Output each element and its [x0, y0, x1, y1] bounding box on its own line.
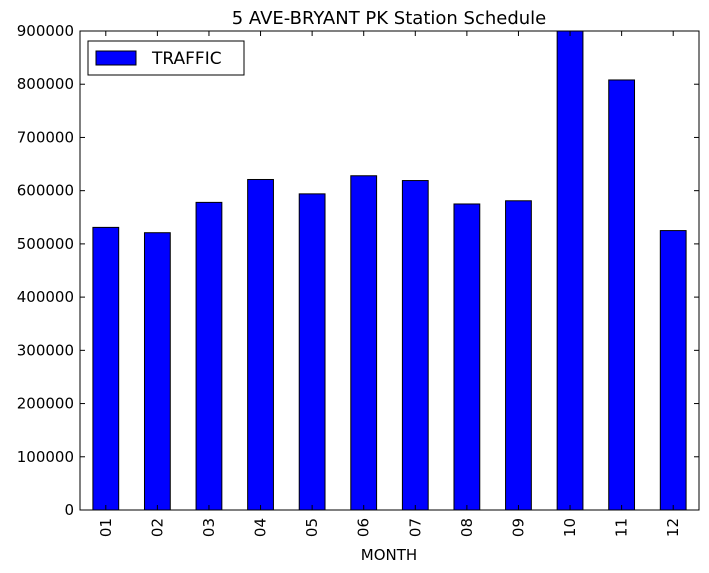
bar-04 — [247, 178, 274, 511]
legend: TRAFFIC — [87, 40, 245, 76]
x-axis: 01 02 03 04 05 06 07 08 09 10 11 12 — [97, 31, 682, 537]
x-tick-label: 09 — [509, 518, 527, 537]
bar-03 — [195, 201, 223, 511]
y-tick-label: 900000 — [17, 22, 74, 40]
y-tick-label: 800000 — [17, 75, 74, 93]
legend-label-traffic: TRAFFIC — [151, 49, 222, 69]
bar-08 — [453, 203, 481, 511]
y-tick-label: 0 — [64, 501, 74, 519]
bar-05 — [298, 193, 326, 511]
y-tick-label: 200000 — [17, 395, 74, 413]
x-tick-label: 11 — [613, 518, 631, 537]
y-tick-label: 700000 — [17, 128, 74, 146]
x-tick-label: 06 — [355, 518, 373, 537]
bar-07 — [401, 180, 429, 511]
y-tick-label: 500000 — [17, 235, 74, 253]
x-axis-label: MONTH — [361, 546, 417, 564]
legend-swatch — [95, 50, 137, 66]
bar-09 — [505, 200, 532, 511]
x-tick-label: 12 — [664, 518, 682, 537]
y-tick-label: 400000 — [17, 288, 74, 306]
bar-12 — [659, 230, 687, 511]
bar-01 — [92, 226, 120, 511]
y-tick-label: 100000 — [17, 448, 74, 466]
chart-title: 5 AVE-BRYANT PK Station Schedule — [232, 8, 546, 29]
x-tick-label: 08 — [458, 518, 476, 537]
y-axis: 0 100000 200000 300000 400000 500000 600000 700… — [17, 22, 699, 519]
x-tick-label: 05 — [303, 518, 321, 537]
x-tick-label: 04 — [252, 518, 270, 537]
bar-10 — [556, 30, 584, 511]
x-tick-label: 02 — [148, 518, 166, 537]
x-tick-label: 03 — [200, 518, 218, 537]
bar-02 — [143, 232, 171, 511]
x-tick-label: 10 — [561, 518, 579, 537]
y-tick-label: 600000 — [17, 182, 74, 200]
y-tick-label: 300000 — [17, 341, 74, 359]
x-tick-label: 01 — [97, 518, 115, 537]
bar-06 — [350, 175, 378, 511]
plot-frame — [79, 30, 700, 511]
x-tick-label: 07 — [406, 518, 424, 537]
bar-11 — [608, 79, 636, 511]
bars-group — [92, 30, 687, 511]
